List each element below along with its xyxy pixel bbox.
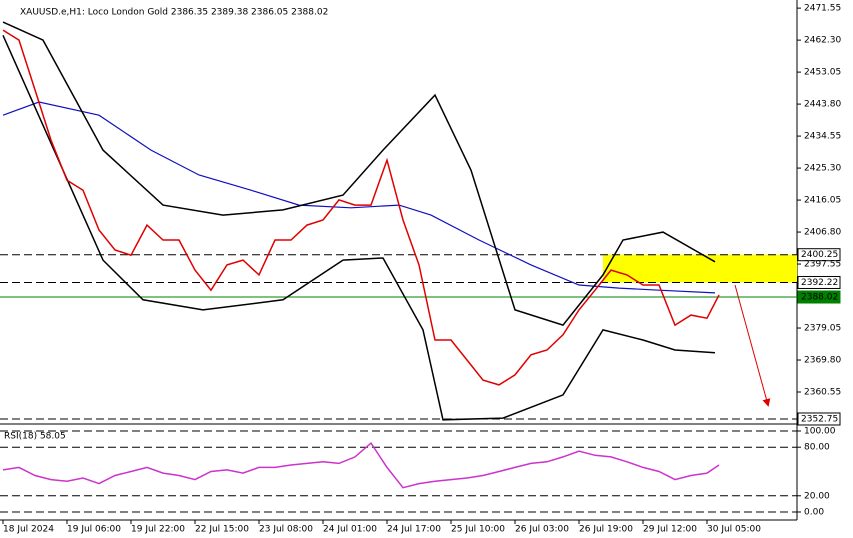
price-label: 2352.75 — [801, 414, 838, 424]
y-tick-label: 2369.80 — [804, 356, 841, 366]
price-label-box — [797, 412, 841, 426]
price-label: 2392.22 — [801, 278, 838, 288]
x-tick-label: 26 Jul 19:00 — [579, 525, 633, 535]
price-label-box — [797, 275, 841, 289]
x-tick-label: 19 Jul 22:00 — [131, 525, 185, 535]
x-tick-label: 30 Jul 05:00 — [707, 525, 761, 535]
x-tick-label: 25 Jul 10:00 — [451, 525, 505, 535]
chart-title: XAUUSD.e,H1: Loco London Gold 2386.35 23… — [20, 8, 328, 18]
y-tick-label: 20.00 — [804, 491, 830, 501]
x-tick-label: 19 Jul 06:00 — [67, 525, 121, 535]
plot-area — [0, 430, 797, 513]
y-tick-label: 2471.55 — [804, 4, 841, 14]
rsi-title: RSI(18) 58.05 — [4, 432, 66, 442]
y-tick-label: 2462.30 — [804, 36, 841, 46]
x-tick-label: 24 Jul 17:00 — [387, 525, 441, 535]
y-tick-label: 2443.80 — [804, 100, 841, 110]
x-tick-label: 22 Jul 15:00 — [195, 525, 249, 535]
zone — [603, 254, 797, 283]
y-tick-label: 2416.05 — [804, 196, 841, 206]
x-tick-label: 29 Jul 12:00 — [643, 525, 697, 535]
forecast-arrow — [734, 284, 771, 407]
series-line — [2, 21, 716, 326]
price-label: 2400.25 — [801, 250, 838, 260]
series-line — [2, 34, 716, 421]
price-label-box — [797, 290, 841, 304]
y-tick-label: 100.00 — [804, 426, 836, 436]
plot-area — [0, 21, 797, 421]
y-tick-label: 2360.55 — [804, 388, 841, 398]
x-tick-label: 18 Jul 2024 — [3, 525, 54, 535]
price-label: 2388.02 — [801, 293, 838, 303]
series-line — [2, 101, 716, 294]
series-line — [2, 441, 720, 489]
y-tick-label: 2425.30 — [804, 164, 841, 174]
x-tick-label: 26 Jul 03:00 — [515, 525, 569, 535]
y-tick-label: 2379.05 — [804, 324, 841, 334]
y-tick-label: 2434.55 — [804, 132, 841, 142]
series-line — [2, 29, 720, 386]
y-tick-label: 0.00 — [804, 507, 824, 517]
y-tick-label: 2453.05 — [804, 68, 841, 78]
y-tick-label: 2397.55 — [804, 260, 841, 270]
price-label-box — [797, 248, 841, 262]
x-tick-label: 24 Jul 01:00 — [323, 525, 377, 535]
y-tick-label: 80.00 — [804, 443, 830, 453]
x-tick-label: 23 Jul 08:00 — [259, 525, 313, 535]
y-tick-label: 2406.80 — [804, 228, 841, 238]
